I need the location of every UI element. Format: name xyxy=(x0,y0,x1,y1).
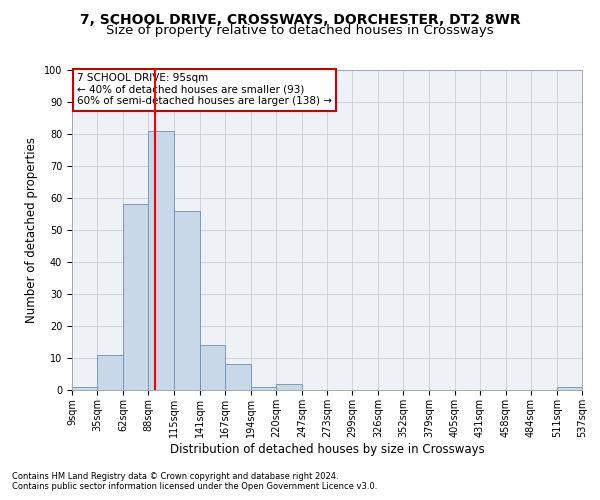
Text: 7, SCHOOL DRIVE, CROSSWAYS, DORCHESTER, DT2 8WR: 7, SCHOOL DRIVE, CROSSWAYS, DORCHESTER, … xyxy=(80,12,520,26)
Bar xyxy=(123,204,148,390)
Bar xyxy=(251,387,276,390)
Bar xyxy=(97,355,123,390)
Bar xyxy=(148,131,175,390)
Bar xyxy=(175,211,199,390)
Bar xyxy=(72,387,97,390)
Bar xyxy=(224,364,251,390)
Text: Contains public sector information licensed under the Open Government Licence v3: Contains public sector information licen… xyxy=(12,482,377,491)
Bar xyxy=(557,387,582,390)
Text: Contains HM Land Registry data © Crown copyright and database right 2024.: Contains HM Land Registry data © Crown c… xyxy=(12,472,338,481)
Bar xyxy=(199,345,224,390)
Bar xyxy=(276,384,302,390)
Y-axis label: Number of detached properties: Number of detached properties xyxy=(25,137,38,323)
Text: 7 SCHOOL DRIVE: 95sqm
← 40% of detached houses are smaller (93)
60% of semi-deta: 7 SCHOOL DRIVE: 95sqm ← 40% of detached … xyxy=(77,73,332,106)
X-axis label: Distribution of detached houses by size in Crossways: Distribution of detached houses by size … xyxy=(170,442,484,456)
Text: Size of property relative to detached houses in Crossways: Size of property relative to detached ho… xyxy=(106,24,494,37)
